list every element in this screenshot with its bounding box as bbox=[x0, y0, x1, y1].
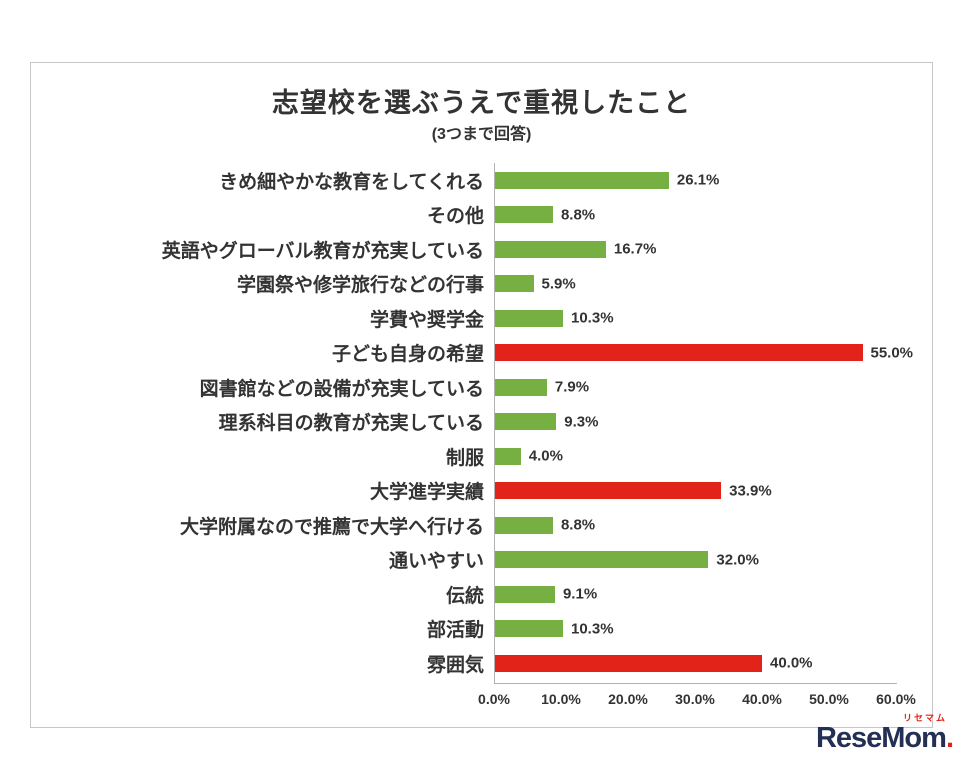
x-axis-tick-label: 10.0% bbox=[541, 691, 581, 707]
bar-track: 40.0% bbox=[494, 654, 896, 672]
x-axis-tick-label: 20.0% bbox=[608, 691, 648, 707]
bar-category-label: 子ども自身の希望 bbox=[331, 344, 484, 366]
bar bbox=[494, 171, 669, 189]
x-axis-tick-label: 40.0% bbox=[742, 691, 782, 707]
bar bbox=[494, 413, 557, 431]
bar bbox=[494, 551, 709, 569]
chart-title: 志望校を選ぶうえで重視したこと bbox=[271, 88, 692, 118]
bar-track: 9.1% bbox=[494, 585, 896, 603]
bar-row: 部活動 10.3% bbox=[31, 612, 932, 647]
bar-track: 9.3% bbox=[494, 413, 896, 431]
bar-value-label: 40.0% bbox=[769, 654, 813, 672]
resemom-logo: リセマム ReseMom. bbox=[815, 713, 954, 754]
bar-row: 理系科目の教育が充実している 9.3% bbox=[31, 405, 932, 440]
bar bbox=[494, 240, 606, 258]
bar-track: 7.9% bbox=[494, 378, 896, 396]
bar-row: きめ細やかな教育をしてくれる 26.1% bbox=[31, 163, 932, 198]
bar-row: 通いやすい 32.0% bbox=[31, 543, 932, 578]
bar-category-label: 通いやすい bbox=[388, 551, 484, 573]
bar-track: 32.0% bbox=[494, 551, 896, 569]
bar-category-label: 学費や奨学金 bbox=[369, 309, 484, 331]
logo-ruby-text: リセマム bbox=[902, 713, 947, 723]
x-axis-tick-label: 50.0% bbox=[809, 691, 849, 707]
bar-value-label: 9.3% bbox=[564, 413, 599, 431]
bar-value-label: 8.8% bbox=[560, 516, 596, 534]
x-axis: 0.0% 10.0% 20.0% 30.0% 40.0% 50.0% 60.0% bbox=[478, 691, 916, 713]
bar-row: 子ども自身の希望 55.0% bbox=[31, 336, 932, 371]
logo-dot: . bbox=[945, 722, 954, 754]
bar-row: 雰囲気 40.0% bbox=[31, 646, 932, 681]
x-axis-tick-label: 60.0% bbox=[876, 691, 916, 707]
bar-value-label: 9.1% bbox=[562, 585, 598, 603]
bar-category-label: 図書館などの設備が充実している bbox=[199, 378, 484, 400]
bar-value-label: 4.0% bbox=[528, 447, 563, 465]
bar-category-label: 伝統 bbox=[445, 585, 484, 607]
bar-category-label: 大学附属なので推薦で大学へ行ける bbox=[179, 516, 484, 538]
bar-track: 8.8% bbox=[494, 516, 896, 534]
logo-name: ReseMom bbox=[815, 722, 947, 754]
bar-category-label: 大学進学実績 bbox=[369, 482, 484, 504]
bar-value-label: 7.9% bbox=[554, 378, 590, 396]
logo-wordmark: ReseMom. bbox=[815, 722, 954, 754]
bar bbox=[494, 620, 563, 638]
bar-value-label: 32.0% bbox=[716, 551, 759, 569]
bar-row: 英語やグローバル教育が充実している 16.7% bbox=[31, 232, 932, 267]
bar-track: 4.0% bbox=[494, 447, 896, 465]
bar-category-label: きめ細やかな教育をしてくれる bbox=[219, 171, 484, 193]
bar-row: 学園祭や修学旅行などの行事 5.9% bbox=[31, 267, 932, 302]
bar-category-label: 部活動 bbox=[426, 620, 484, 642]
x-axis-line bbox=[494, 683, 897, 684]
bar bbox=[494, 516, 553, 534]
bar-category-label: 雰囲気 bbox=[426, 654, 484, 676]
bar-rows: きめ細やかな教育をしてくれる 26.1% その他 8.8% 英語やグローバル教育が充実し… bbox=[31, 163, 932, 681]
bar bbox=[494, 654, 762, 672]
bar-track: 16.7% bbox=[494, 240, 896, 258]
bar bbox=[494, 378, 547, 396]
bar bbox=[494, 275, 534, 293]
bar-value-label: 55.0% bbox=[870, 344, 914, 362]
bar-category-label: 英語やグローバル教育が充実している bbox=[161, 240, 484, 262]
bar-row: 伝統 9.1% bbox=[31, 577, 932, 612]
bar bbox=[494, 447, 521, 465]
bar bbox=[494, 585, 555, 603]
bar-track: 8.8% bbox=[494, 206, 896, 224]
bar-track: 55.0% bbox=[494, 344, 913, 362]
bar-row: 制服 4.0% bbox=[31, 439, 932, 474]
bar-value-label: 5.9% bbox=[541, 275, 576, 293]
bar-row: 図書館などの設備が充実している 7.9% bbox=[31, 370, 932, 405]
bar-track: 10.3% bbox=[494, 620, 896, 638]
bar-value-label: 33.9% bbox=[729, 482, 772, 500]
y-axis-line bbox=[494, 163, 495, 683]
chart-panel: 志望校を選ぶうえで重視したこと (3つまで回答) きめ細やかな教育をしてくれる 2… bbox=[30, 62, 933, 728]
bar-category-label: 制服 bbox=[445, 447, 484, 469]
bar-value-label: 26.1% bbox=[676, 171, 720, 189]
bar-value-label: 16.7% bbox=[613, 240, 657, 258]
bar bbox=[494, 309, 563, 327]
bar-value-label: 10.3% bbox=[571, 309, 614, 327]
bar-track: 33.9% bbox=[494, 482, 896, 500]
bar bbox=[494, 206, 553, 224]
bar-track: 5.9% bbox=[494, 275, 896, 293]
x-axis-tick-label: 0.0% bbox=[478, 691, 510, 707]
x-axis-tick-label: 30.0% bbox=[675, 691, 715, 707]
bar bbox=[494, 344, 863, 362]
bar-value-label: 8.8% bbox=[560, 206, 596, 224]
bar bbox=[494, 482, 722, 500]
bar-row: その他 8.8% bbox=[31, 198, 932, 233]
bar-category-label: 学園祭や修学旅行などの行事 bbox=[236, 275, 484, 297]
bar-track: 10.3% bbox=[494, 309, 896, 327]
bar-track: 26.1% bbox=[494, 171, 896, 189]
bar-category-label: その他 bbox=[426, 206, 484, 228]
bar-category-label: 理系科目の教育が充実している bbox=[218, 413, 484, 435]
bar-value-label: 10.3% bbox=[571, 620, 614, 638]
chart-subtitle: (3つまで回答) bbox=[431, 126, 532, 143]
bar-row: 大学進学実績 33.9% bbox=[31, 474, 932, 509]
bar-row: 学費や奨学金 10.3% bbox=[31, 301, 932, 336]
bar-row: 大学附属なので推薦で大学へ行ける 8.8% bbox=[31, 508, 932, 543]
